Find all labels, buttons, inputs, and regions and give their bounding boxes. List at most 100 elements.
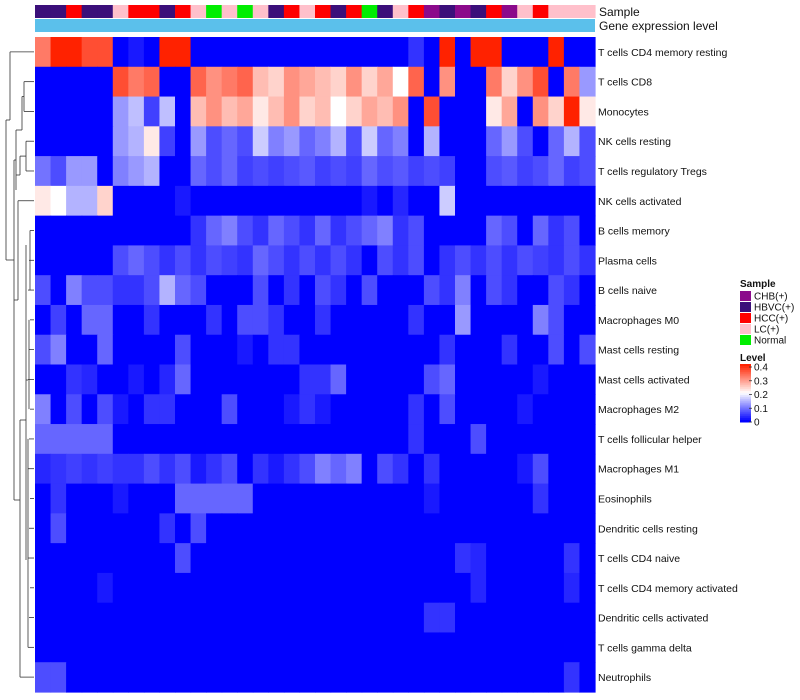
heatmap-cell	[128, 662, 145, 693]
heatmap-cell	[112, 334, 129, 366]
level-gradient-step	[740, 408, 751, 411]
heatmap-cell	[408, 185, 425, 217]
level-gradient-step	[740, 400, 751, 404]
heatmap-cell	[66, 334, 83, 366]
heatmap-cell	[50, 543, 67, 574]
heatmap-cell	[175, 334, 192, 366]
heatmap-cell	[377, 334, 394, 366]
heatmap-cell	[455, 245, 472, 276]
heatmap-cell	[81, 215, 98, 247]
heatmap-cell	[408, 483, 425, 514]
heatmap-cell	[237, 364, 254, 395]
heatmap-cell	[346, 304, 363, 336]
heatmap-cell	[392, 215, 409, 247]
legend-swatch	[740, 313, 751, 323]
heatmap-cell	[206, 483, 223, 514]
heatmap-cell	[579, 185, 596, 217]
level-gradient-step	[740, 394, 751, 398]
heatmap-cell	[66, 215, 83, 247]
heatmap-cell	[252, 632, 269, 663]
heatmap-cell	[361, 215, 378, 247]
heatmap-cell	[517, 632, 534, 663]
level-gradient-step	[740, 410, 751, 413]
heatmap-cell	[268, 602, 285, 634]
heatmap-cell	[97, 513, 114, 544]
heatmap-cell	[66, 543, 83, 574]
heatmap-cell	[221, 185, 238, 217]
heatmap-cell	[315, 66, 332, 98]
heatmap-cell	[283, 662, 301, 693]
heatmap-cell	[128, 334, 145, 366]
heatmap-cell	[532, 334, 549, 366]
heatmap-cell	[501, 275, 518, 306]
heatmap-cell	[330, 96, 347, 127]
heatmap-cell	[143, 334, 161, 366]
sample-bar-cell	[50, 5, 67, 18]
heatmap-cell	[159, 483, 176, 514]
heatmap-cell	[377, 602, 394, 634]
heatmap-cell	[501, 543, 518, 574]
heatmap-cell	[470, 394, 487, 425]
heatmap-cell	[470, 215, 487, 247]
heatmap-cell	[315, 37, 332, 68]
heatmap-cell	[423, 334, 441, 366]
level-gradient-step	[740, 387, 751, 390]
heatmap-cell	[330, 215, 347, 247]
heatmap-cell	[299, 602, 316, 634]
heatmap-cell	[206, 37, 223, 68]
heatmap-cell	[532, 215, 549, 247]
heatmap-cell	[237, 424, 254, 455]
heatmap-cell	[548, 572, 565, 604]
heatmap-cell	[252, 453, 269, 485]
heatmap-cell	[315, 215, 332, 247]
heatmap-cell	[299, 572, 316, 604]
heatmap-cell	[175, 572, 192, 604]
heatmap-cell	[486, 215, 503, 247]
heatmap-cell	[221, 37, 238, 68]
heatmap-cell	[237, 275, 254, 306]
heatmap-cell	[50, 304, 67, 336]
sample-bar-cell	[346, 5, 363, 18]
heatmap-cell	[377, 662, 394, 693]
heatmap-cell	[66, 394, 83, 425]
level-gradient-step	[740, 385, 751, 388]
heatmap-cell	[470, 364, 487, 395]
heatmap-cell	[143, 483, 161, 514]
row-label: Macrophages M0	[598, 315, 679, 327]
level-gradient-step	[740, 371, 751, 375]
heatmap-cell	[81, 304, 98, 336]
heatmap-cell	[315, 453, 332, 485]
level-gradient-step	[740, 414, 751, 417]
heatmap-cell	[346, 602, 363, 634]
heatmap-cell	[439, 483, 456, 514]
heatmap-cell	[346, 394, 363, 425]
heatmap-cell	[35, 632, 52, 663]
heatmap-cell	[486, 483, 503, 514]
heatmap-cell	[346, 185, 363, 217]
heatmap-cell	[206, 334, 223, 366]
heatmap-cell	[470, 66, 487, 98]
level-tick-label: 0.3	[754, 376, 768, 387]
heatmap-cell	[175, 543, 192, 574]
heatmap-cell	[501, 483, 518, 514]
heatmap-cell	[112, 453, 129, 485]
heatmap-cell	[283, 215, 301, 247]
heatmap-cell	[455, 215, 472, 247]
sample-legend-title: Sample	[740, 279, 776, 290]
heatmap-cell	[66, 96, 83, 127]
heatmap-cell	[66, 185, 83, 217]
heatmap-cell	[423, 156, 441, 187]
heatmap-cell	[517, 156, 534, 187]
heatmap-cell	[237, 662, 254, 693]
heatmap-cell	[159, 513, 176, 544]
heatmap-cell	[35, 304, 52, 336]
heatmap-cell	[408, 364, 425, 395]
heatmap-cell	[50, 96, 67, 127]
heatmap-cell	[439, 334, 456, 366]
heatmap-cell	[35, 275, 52, 306]
heatmap-cell	[190, 37, 207, 68]
heatmap-cell	[268, 304, 285, 336]
row-label: T cells CD4 memory resting	[598, 47, 727, 59]
heatmap-cell	[532, 96, 549, 127]
heatmap-cell	[346, 632, 363, 663]
